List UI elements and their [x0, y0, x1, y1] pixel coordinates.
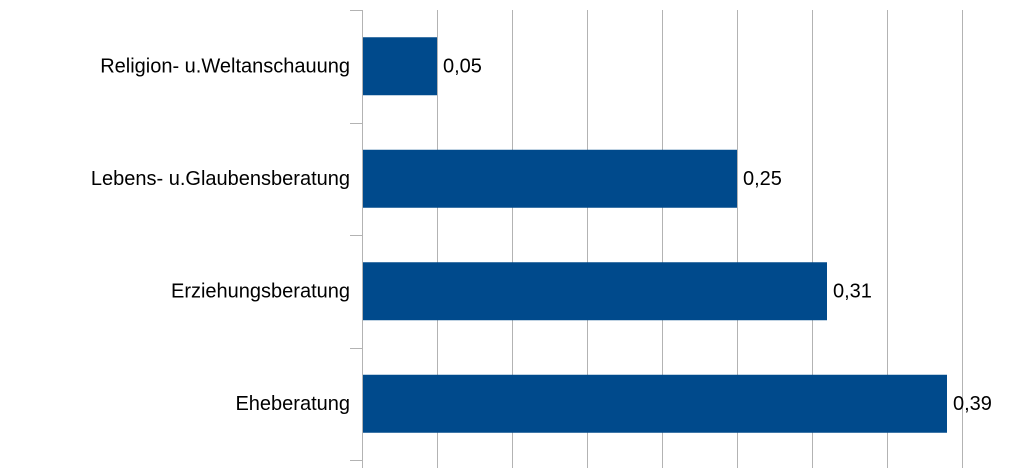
gridlines: [437, 10, 963, 460]
bars: [363, 37, 947, 433]
category-label: Erziehungsberatung: [171, 280, 350, 302]
bar: [363, 262, 827, 321]
category-label: Lebens- u.Glaubensberatung: [91, 168, 350, 190]
data-label: 0,25: [743, 168, 782, 190]
category-label: Religion- u.Weltanschauung: [100, 55, 350, 77]
category-axis: [350, 10, 963, 468]
bar: [363, 149, 737, 208]
data-label: 0,31: [833, 280, 872, 302]
labels: Religion- u.Weltanschauung 0,05 Lebens- u.…: [91, 55, 992, 415]
bar: [363, 374, 947, 433]
bar: [363, 37, 437, 96]
data-label: 0,05: [443, 55, 482, 77]
category-label: Eheberatung: [235, 393, 350, 415]
data-label: 0,39: [953, 393, 992, 415]
